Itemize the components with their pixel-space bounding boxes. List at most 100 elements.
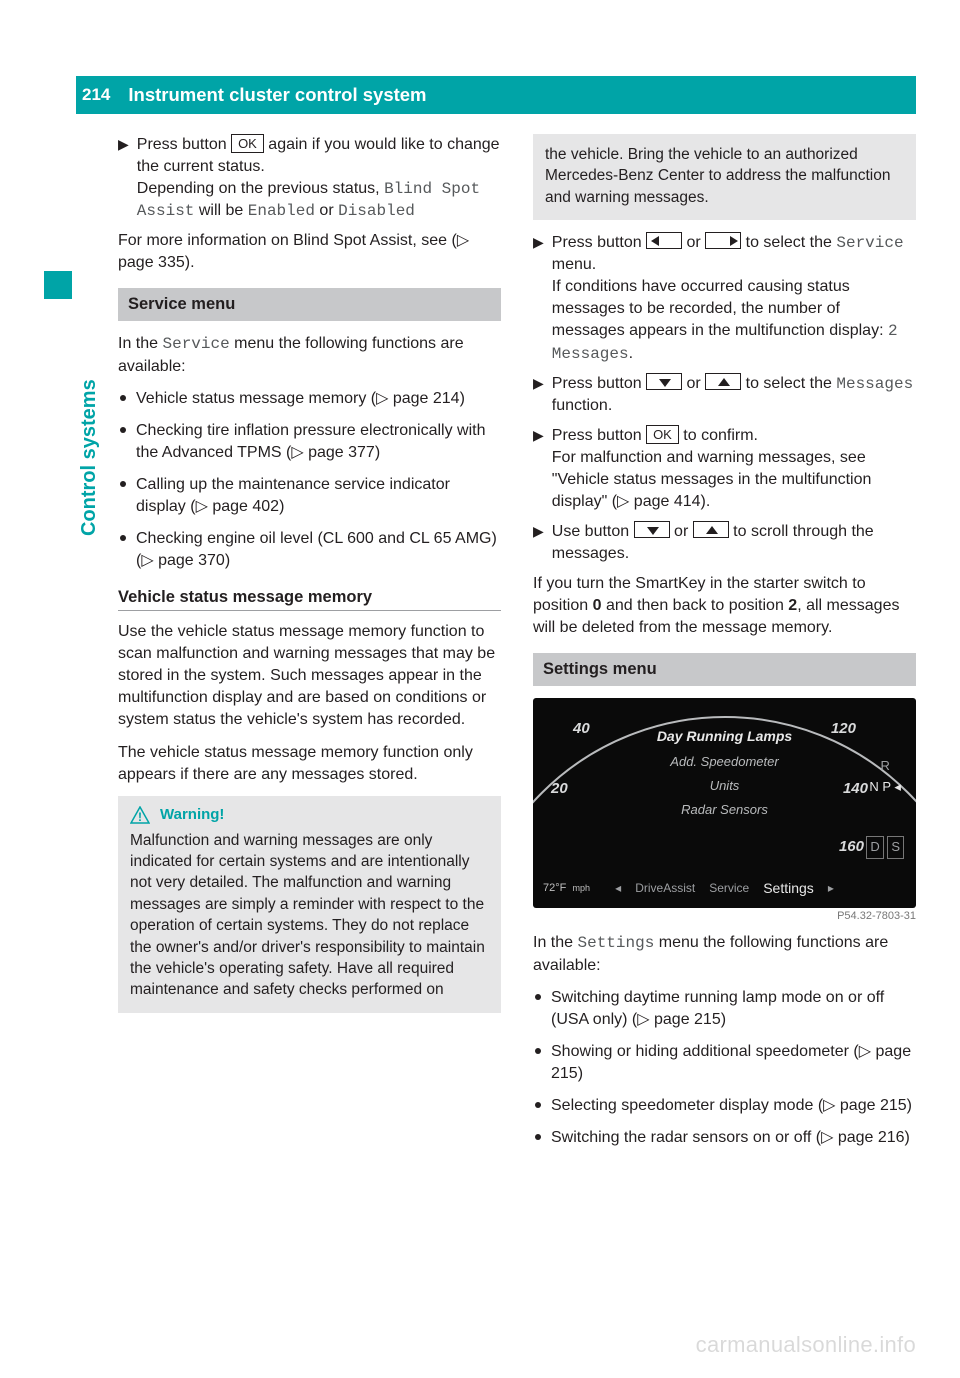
instruction-step: ▶ Press button OK to confirm. For malfun… [533, 425, 916, 513]
cluster-menu-item: Add. Speedometer [533, 754, 916, 769]
text: or [315, 202, 338, 219]
text: to confirm. [679, 427, 758, 444]
instrument-cluster-image: 40 120 20 140 160 Day Running Lamps Add.… [533, 698, 916, 908]
cluster-menu-item: Day Running Lamps [533, 728, 916, 744]
gauge-number: 160 [839, 838, 864, 855]
step-text: Press button OK again if you would like … [137, 134, 501, 222]
text: menu. [552, 256, 596, 273]
text: If conditions have occurred causing stat… [552, 278, 888, 339]
display-term: Disabled [338, 202, 415, 220]
thumb-tab [44, 271, 72, 299]
text: function. [552, 397, 612, 414]
instruction-step: ▶ Press button OK again if you would lik… [118, 134, 501, 222]
paragraph: For more information on Blind Spot Assis… [118, 230, 501, 274]
gear-r: R [866, 756, 904, 777]
text: Press button [137, 136, 231, 153]
list-item: Showing or hiding additional speedometer… [533, 1041, 916, 1085]
warning-label: Warning! [160, 806, 224, 823]
watermark: carmanualsonline.info [696, 1332, 916, 1358]
gear-s: S [887, 836, 904, 859]
up-arrow-button-glyph [693, 521, 729, 538]
list-item: Checking engine oil level (CL 600 and CL… [118, 528, 501, 572]
text: In the [118, 335, 162, 352]
text: Depending on the previous status, [137, 180, 384, 197]
display-term: Messages [836, 375, 913, 393]
text: Use button [552, 523, 634, 540]
text: Press button [552, 234, 646, 251]
list-item: Switching daytime running lamp mode on o… [533, 987, 916, 1031]
text: or [670, 523, 693, 540]
right-arrow-button-glyph [705, 232, 741, 249]
step-marker: ▶ [533, 232, 544, 364]
cluster-bottom-menu: ◂ DriveAssist Service Settings ▸ [533, 880, 916, 896]
text: In the [533, 934, 577, 951]
display-term: Service [836, 234, 903, 252]
step-marker: ▶ [533, 425, 544, 513]
ok-button-glyph: OK [231, 134, 264, 153]
gear-p: P [882, 779, 890, 794]
content-area: ▶ Press button OK again if you would lik… [0, 114, 960, 1159]
display-term: Settings [577, 934, 654, 952]
warning-text: Malfunction and warning messages are onl… [130, 830, 489, 1001]
step-marker: ▶ [533, 521, 544, 565]
down-arrow-button-glyph [634, 521, 670, 538]
list-item: Switching the radar sensors on or off (▷… [533, 1127, 916, 1149]
paragraph: In the Settings menu the following funct… [533, 932, 916, 976]
step-text: Press button or to select the Service me… [552, 232, 916, 364]
menu-label: Service [709, 881, 749, 895]
ok-button-glyph: OK [646, 425, 679, 444]
warning-box: ! Warning! Malfunction and warning messa… [118, 796, 501, 1013]
gear-n: N [869, 779, 878, 794]
right-column: the vehicle. Bring the vehicle to an aut… [533, 134, 916, 1159]
paragraph: Use the vehicle status message memory fu… [118, 621, 501, 731]
svg-text:!: ! [138, 810, 142, 824]
text: or [682, 375, 705, 392]
text: Press button [552, 427, 646, 444]
paragraph: The vehicle status message memory functi… [118, 742, 501, 786]
step-marker: ▶ [533, 373, 544, 417]
left-column: ▶ Press button OK again if you would lik… [118, 134, 501, 1159]
text: will be [194, 202, 247, 219]
step-text: Press button OK to confirm. For malfunct… [552, 425, 916, 513]
up-arrow-button-glyph [705, 373, 741, 390]
text: Press button [552, 375, 646, 392]
page-header: 214 Instrument cluster control system [76, 76, 916, 114]
paragraph: If you turn the SmartKey in the starter … [533, 573, 916, 639]
warning-box-continued: the vehicle. Bring the vehicle to an aut… [533, 134, 916, 220]
text: to select the [741, 234, 836, 251]
list-item: Vehicle status message memory (▷ page 21… [118, 388, 501, 410]
cluster-menu-item: Radar Sensors [533, 802, 916, 817]
subheading: Vehicle status message memory [118, 588, 501, 611]
menu-label-active: Settings [763, 880, 814, 896]
bullet-list: Vehicle status message memory (▷ page 21… [118, 388, 501, 573]
menu-label: DriveAssist [635, 881, 695, 895]
instruction-step: ▶ Use button or to scroll through the me… [533, 521, 916, 565]
display-term: Service [162, 335, 229, 353]
text: or [682, 234, 705, 251]
instruction-step: ▶ Press button or to select the Messages… [533, 373, 916, 417]
image-reference-code: P54.32-7803-31 [533, 910, 916, 922]
warning-heading: ! Warning! [130, 806, 489, 824]
section-heading-settings: Settings menu [533, 653, 916, 686]
warning-triangle-icon: ! [130, 806, 150, 824]
section-side-label: Control systems [78, 379, 101, 536]
gear-indicator: R N P ◂ D S [866, 756, 904, 858]
list-item: Calling up the maintenance service indic… [118, 474, 501, 518]
instruction-step: ▶ Press button or to select the Service … [533, 232, 916, 364]
section-heading-service: Service menu [118, 288, 501, 321]
bullet-list: Switching daytime running lamp mode on o… [533, 987, 916, 1149]
paragraph: In the Service menu the following functi… [118, 333, 501, 377]
left-arrow-button-glyph [646, 232, 682, 249]
text: to select the [741, 375, 836, 392]
step-text: Press button or to select the Messages f… [552, 373, 916, 417]
page-number: 214 [76, 76, 120, 114]
display-term: Enabled [248, 202, 315, 220]
step-text: Use button or to scroll through the mess… [552, 521, 916, 565]
text: For malfunction and warning messages, se… [552, 449, 872, 510]
list-item: Selecting speedometer display mode (▷ pa… [533, 1095, 916, 1117]
down-arrow-button-glyph [646, 373, 682, 390]
gear-d: D [866, 836, 883, 859]
list-item: Checking tire inflation pressure electro… [118, 420, 501, 464]
step-marker: ▶ [118, 134, 129, 222]
cluster-menu-item: Units [533, 778, 916, 793]
